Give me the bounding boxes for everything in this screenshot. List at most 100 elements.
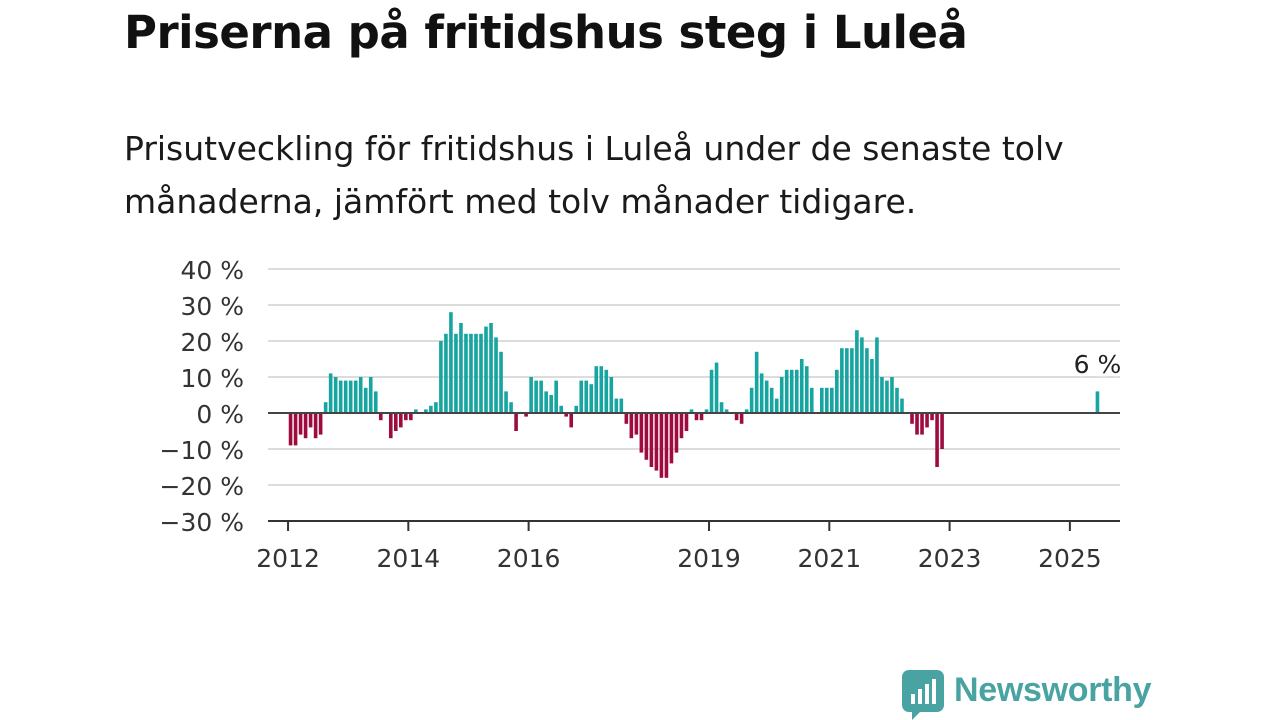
bar	[353, 380, 358, 413]
x-tick-label: 2023	[918, 544, 982, 573]
bar	[699, 413, 704, 421]
bar	[409, 413, 413, 421]
y-tick-label: 40 %	[180, 256, 244, 285]
bar	[744, 409, 749, 413]
bar	[544, 391, 548, 413]
y-tick-label: −10 %	[160, 436, 244, 465]
bar	[940, 413, 944, 449]
bar	[358, 377, 363, 413]
bar	[469, 333, 473, 413]
bar	[393, 413, 398, 431]
bar	[459, 323, 463, 413]
bar	[373, 391, 378, 413]
y-tick-label: −20 %	[160, 472, 244, 501]
bar	[930, 413, 934, 421]
bar	[774, 398, 779, 413]
bar	[444, 333, 448, 413]
bar	[850, 348, 854, 413]
bar	[935, 413, 939, 467]
bar	[885, 380, 889, 413]
bar	[629, 413, 634, 439]
bar	[804, 366, 809, 413]
bar	[669, 413, 674, 464]
bar	[830, 387, 834, 413]
bar	[624, 413, 629, 424]
bar	[303, 413, 308, 439]
bar	[779, 377, 784, 413]
bar	[709, 369, 714, 413]
annotation-label: 6 %	[1074, 350, 1122, 379]
bar	[333, 377, 338, 413]
bar	[835, 369, 839, 413]
bar	[870, 359, 874, 413]
bar	[679, 413, 684, 439]
bar	[298, 413, 303, 435]
bar	[674, 413, 679, 453]
bar	[554, 380, 558, 413]
bar	[308, 413, 313, 428]
bar	[714, 362, 719, 413]
bar	[534, 380, 538, 413]
bar	[925, 413, 929, 428]
bar	[794, 369, 799, 413]
bar	[539, 380, 543, 413]
bar	[1095, 391, 1100, 413]
bar	[479, 333, 483, 413]
bar	[649, 413, 654, 467]
x-tick-label: 2019	[677, 544, 741, 573]
bar	[880, 377, 884, 413]
bar	[639, 413, 644, 453]
brand-name: Newsworthy	[954, 671, 1152, 709]
bar	[634, 413, 639, 435]
bar	[684, 413, 689, 431]
bar	[724, 409, 729, 413]
bar	[759, 373, 764, 413]
bar	[599, 366, 604, 413]
bar	[434, 402, 438, 413]
bar	[449, 312, 453, 413]
bar	[424, 409, 428, 413]
bar	[739, 413, 744, 424]
bar	[323, 402, 328, 413]
bar	[664, 413, 669, 478]
bar	[509, 402, 513, 413]
bar	[754, 351, 759, 413]
bar	[875, 337, 879, 413]
bar	[659, 413, 664, 478]
bar	[439, 341, 443, 413]
price-change-bar-chart: 40 % 30 % 20 % 10 % 0 % −10 % −20 % −30 % 2012 20…	[159, 256, 1122, 573]
chart-subtitle: Prisutveckling för fritidshus i Luleå un…	[124, 129, 1064, 221]
bar	[579, 380, 584, 413]
bar	[328, 373, 333, 413]
bar	[845, 348, 849, 413]
bar	[789, 369, 794, 413]
bar	[644, 413, 649, 460]
bar	[494, 337, 498, 413]
y-tick-label: 0 %	[196, 400, 244, 429]
bar	[910, 413, 914, 424]
bar	[589, 384, 594, 413]
bar	[704, 409, 709, 413]
bar	[609, 377, 614, 413]
bar	[363, 387, 368, 413]
bar	[404, 413, 408, 421]
bar	[529, 377, 533, 413]
bar	[514, 413, 518, 431]
bar	[594, 366, 599, 413]
bar	[860, 337, 864, 413]
bar	[915, 413, 919, 435]
bar	[654, 413, 659, 471]
x-tick-label: 2014	[377, 544, 441, 573]
bar	[584, 380, 589, 413]
bar	[504, 391, 508, 413]
bar	[840, 348, 844, 413]
bar	[474, 333, 478, 413]
bar	[559, 405, 563, 413]
bar	[749, 387, 754, 413]
bar	[489, 323, 493, 413]
bar	[368, 377, 373, 413]
newsworthy-logo: Newsworthy	[902, 670, 1152, 720]
bar	[719, 402, 724, 413]
bar	[689, 409, 694, 413]
bar	[348, 380, 353, 413]
